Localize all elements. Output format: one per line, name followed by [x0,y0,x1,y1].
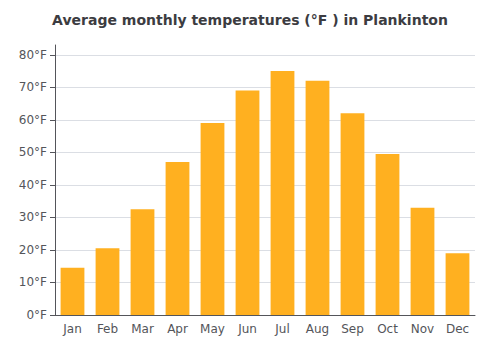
svg-text:10°F: 10°F [19,275,47,289]
svg-text:Nov: Nov [411,322,434,336]
svg-text:May: May [200,322,225,336]
svg-text:Average monthly temperatures (: Average monthly temperatures (°F ) in Pl… [52,12,448,28]
svg-text:Aug: Aug [306,322,329,336]
svg-text:30°F: 30°F [19,210,47,224]
svg-text:Mar: Mar [131,322,154,336]
svg-text:Feb: Feb [97,322,118,336]
svg-text:Jan: Jan [62,322,82,336]
svg-text:60°F: 60°F [19,113,47,127]
svg-text:Jun: Jun [237,322,257,336]
svg-text:Oct: Oct [377,322,398,336]
svg-text:20°F: 20°F [19,243,47,257]
svg-text:Sep: Sep [341,322,364,336]
svg-text:40°F: 40°F [19,178,47,192]
svg-text:0°F: 0°F [26,308,47,322]
svg-text:50°F: 50°F [19,145,47,159]
svg-text:70°F: 70°F [19,80,47,94]
svg-text:Dec: Dec [446,322,469,336]
svg-text:Apr: Apr [167,322,188,336]
svg-text:80°F: 80°F [19,48,47,62]
svg-text:Jul: Jul [274,322,289,336]
